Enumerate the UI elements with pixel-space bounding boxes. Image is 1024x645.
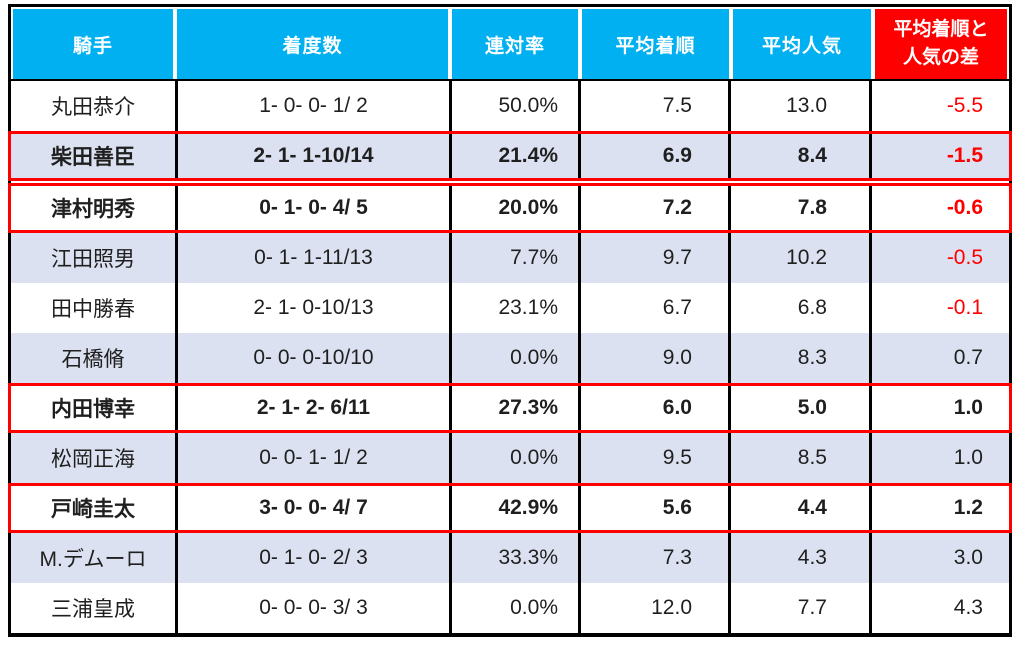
avg-popularity-cell: 5.0: [728, 383, 869, 433]
diff-cell: 1.0: [869, 433, 1009, 483]
jockey-name-cell: 江田照男: [51, 248, 135, 271]
avg-popularity-cell: 7.8: [728, 183, 869, 233]
avg-finish-cell: 6.0: [578, 383, 728, 433]
record-cell: 3- 0- 0- 4/ 7: [175, 483, 449, 533]
diff-cell: -5.5: [869, 81, 1009, 131]
jockey-name-cell: M.デムーロ: [39, 548, 147, 571]
jockey-name-cell: 石橋脩: [61, 348, 125, 371]
table-row: M.デムーロ 0- 1- 0- 2/ 3 33.3% 7.3 4.3 3.0: [11, 533, 1009, 583]
table-header-row: 騎手 着度数 連対率 平均着順 平均人気 平均着順と 人気の差: [11, 7, 1009, 81]
column-header-quinella-rate: 連対率: [452, 9, 578, 79]
avg-finish-cell: 7.2: [578, 183, 728, 233]
avg-finish-cell: 6.9: [578, 131, 728, 181]
jockey-name-cell: 松岡正海: [51, 448, 135, 471]
column-header-diff-line1: 平均着順と: [893, 19, 989, 41]
quinella-rate-cell: 0.0%: [449, 583, 578, 633]
record-cell: 2- 1- 0-10/13: [175, 283, 449, 333]
quinella-rate-cell: 42.9%: [449, 483, 578, 533]
table-row: 松岡正海 0- 0- 1- 1/ 2 0.0% 9.5 8.5 1.0: [11, 433, 1009, 483]
jockey-stats-table: 騎手 着度数 連対率 平均着順 平均人気 平均着順と 人気の差 丸田恭介 1- …: [8, 4, 1012, 637]
diff-cell: 1.0: [869, 383, 1009, 433]
record-cell: 0- 1- 0- 4/ 5: [175, 183, 449, 233]
avg-popularity-cell: 7.7: [728, 583, 869, 633]
jockey-name-cell: 津村明秀: [51, 198, 135, 221]
avg-popularity-cell: 4.4: [728, 483, 869, 533]
quinella-rate-cell: 21.4%: [449, 131, 578, 181]
diff-cell: 4.3: [869, 583, 1009, 633]
quinella-rate-cell: 0.0%: [449, 433, 578, 483]
table-row: 津村明秀 0- 1- 0- 4/ 5 20.0% 7.2 7.8 -0.6: [8, 183, 1012, 233]
diff-cell: 1.2: [869, 483, 1009, 533]
column-header-jockey: 騎手: [13, 9, 173, 79]
jockey-name-cell: 三浦皇成: [51, 598, 135, 621]
record-cell: 2- 1- 2- 6/11: [175, 383, 449, 433]
quinella-rate-cell: 0.0%: [449, 333, 578, 383]
diff-cell: 0.7: [869, 333, 1009, 383]
record-cell: 0- 0- 0-10/10: [175, 333, 449, 383]
diff-cell: -0.6: [869, 183, 1009, 233]
avg-popularity-cell: 8.4: [728, 131, 869, 181]
record-cell: 0- 0- 0- 3/ 3: [175, 583, 449, 633]
column-header-avg-finish: 平均着順: [582, 9, 729, 79]
diff-cell: -0.5: [869, 233, 1009, 283]
table-row: 戸崎圭太 3- 0- 0- 4/ 7 42.9% 5.6 4.4 1.2: [8, 483, 1012, 533]
table-row: 柴田善臣 2- 1- 1-10/14 21.4% 6.9 8.4 -1.5: [8, 131, 1012, 181]
diff-cell: -0.1: [869, 283, 1009, 333]
record-cell: 0- 1- 0- 2/ 3: [175, 533, 449, 583]
quinella-rate-cell: 20.0%: [449, 183, 578, 233]
column-header-diff-line2: 人気の差: [902, 47, 979, 68]
jockey-name-cell: 田中勝春: [51, 298, 135, 321]
avg-popularity-cell: 13.0: [728, 81, 869, 131]
quinella-rate-cell: 27.3%: [449, 383, 578, 433]
avg-finish-cell: 9.5: [578, 433, 728, 483]
column-header-diff: 平均着順と 人気の差: [875, 9, 1007, 79]
record-cell: 1- 0- 0- 1/ 2: [175, 81, 449, 131]
avg-finish-cell: 9.7: [578, 233, 728, 283]
avg-popularity-cell: 8.3: [728, 333, 869, 383]
record-cell: 0- 0- 1- 1/ 2: [175, 433, 449, 483]
column-header-record: 着度数: [177, 9, 448, 79]
table-row: 三浦皇成 0- 0- 0- 3/ 3 0.0% 12.0 7.7 4.3: [11, 583, 1009, 633]
avg-popularity-cell: 10.2: [728, 233, 869, 283]
avg-popularity-cell: 6.8: [728, 283, 869, 333]
jockey-name-cell: 柴田善臣: [51, 146, 135, 169]
avg-finish-cell: 6.7: [578, 283, 728, 333]
avg-finish-cell: 7.5: [578, 81, 728, 131]
avg-finish-cell: 9.0: [578, 333, 728, 383]
quinella-rate-cell: 7.7%: [449, 233, 578, 283]
record-cell: 0- 1- 1-11/13: [175, 233, 449, 283]
diff-cell: 3.0: [869, 533, 1009, 583]
table-body: 丸田恭介 1- 0- 0- 1/ 2 50.0% 7.5 13.0 -5.5 柴…: [8, 81, 1012, 633]
table-row: 内田博幸 2- 1- 2- 6/11 27.3% 6.0 5.0 1.0: [8, 383, 1012, 433]
record-cell: 2- 1- 1-10/14: [175, 131, 449, 181]
column-header-avg-popularity: 平均人気: [733, 9, 871, 79]
quinella-rate-cell: 23.1%: [449, 283, 578, 333]
table-row: 江田照男 0- 1- 1-11/13 7.7% 9.7 10.2 -0.5: [11, 233, 1009, 283]
jockey-name-cell: 内田博幸: [51, 398, 135, 421]
avg-finish-cell: 12.0: [578, 583, 728, 633]
quinella-rate-cell: 50.0%: [449, 81, 578, 131]
table-row: 田中勝春 2- 1- 0-10/13 23.1% 6.7 6.8 -0.1: [11, 283, 1009, 333]
table-row: 丸田恭介 1- 0- 0- 1/ 2 50.0% 7.5 13.0 -5.5: [11, 81, 1009, 131]
diff-cell: -1.5: [869, 131, 1009, 181]
jockey-name-cell: 戸崎圭太: [51, 498, 135, 521]
quinella-rate-cell: 33.3%: [449, 533, 578, 583]
avg-finish-cell: 5.6: [578, 483, 728, 533]
avg-popularity-cell: 4.3: [728, 533, 869, 583]
avg-finish-cell: 7.3: [578, 533, 728, 583]
avg-popularity-cell: 8.5: [728, 433, 869, 483]
jockey-name-cell: 丸田恭介: [51, 96, 135, 119]
table-row: 石橋脩 0- 0- 0-10/10 0.0% 9.0 8.3 0.7: [11, 333, 1009, 383]
